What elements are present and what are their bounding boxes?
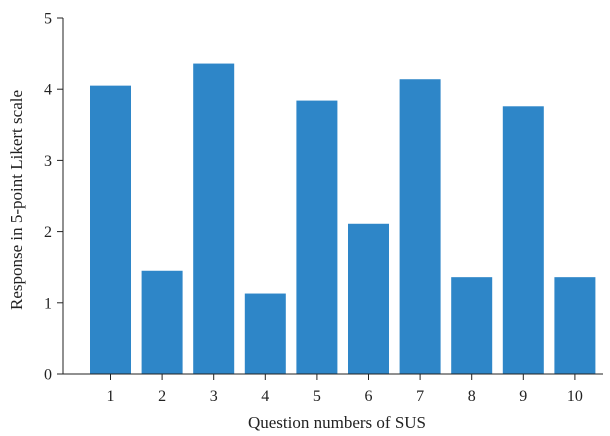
x-tick-label: 7 [416, 388, 424, 405]
bar-q4 [244, 293, 286, 374]
y-axis-label: Response in 5-point Likert scale [7, 90, 26, 310]
x-axis-label: Question numbers of SUS [248, 413, 426, 432]
bar-q6 [348, 223, 389, 374]
x-tick-label: 10 [567, 388, 583, 405]
x-tick-label: 3 [210, 388, 218, 405]
bar-q3 [193, 63, 235, 374]
bar-q10 [554, 277, 596, 374]
y-axis-ticks: 0 1 2 3 4 5 [44, 11, 63, 384]
x-tick-label: 2 [158, 388, 166, 405]
y-tick-label: 1 [44, 295, 52, 312]
y-tick-label: 3 [44, 153, 52, 170]
x-tick-label: 6 [365, 388, 373, 405]
x-tick-label: 1 [107, 388, 115, 405]
bar-q8 [451, 277, 493, 374]
x-tick-label: 9 [519, 388, 527, 405]
bar-q2 [141, 270, 183, 374]
y-tick-label: 4 [44, 82, 52, 99]
bar-q9 [502, 106, 544, 374]
bar-q7 [399, 79, 441, 374]
y-tick-label: 2 [44, 224, 52, 241]
bars-group [90, 63, 596, 374]
x-tick-label: 4 [261, 388, 269, 405]
y-tick-label: 0 [44, 367, 52, 384]
y-tick-label: 5 [44, 11, 52, 28]
bar-q5 [296, 100, 338, 374]
x-tick-label: 8 [468, 388, 476, 405]
x-tick-label: 5 [313, 388, 321, 405]
bar-q1 [90, 85, 131, 374]
x-axis-ticks: 1 2 3 4 5 6 7 8 9 10 [107, 374, 583, 405]
